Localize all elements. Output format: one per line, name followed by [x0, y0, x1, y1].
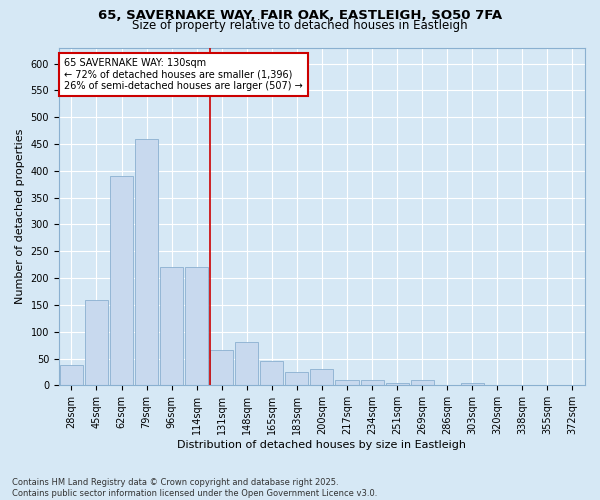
Bar	[135, 138, 158, 386]
Bar	[260, 361, 283, 386]
Y-axis label: Number of detached properties: Number of detached properties	[15, 128, 25, 304]
Bar	[386, 382, 409, 386]
Bar	[60, 365, 83, 386]
Text: 65, SAVERNAKE WAY, FAIR OAK, EASTLEIGH, SO50 7FA: 65, SAVERNAKE WAY, FAIR OAK, EASTLEIGH, …	[98, 9, 502, 22]
Text: 65 SAVERNAKE WAY: 130sqm
← 72% of detached houses are smaller (1,396)
26% of sem: 65 SAVERNAKE WAY: 130sqm ← 72% of detach…	[64, 58, 303, 91]
Bar	[361, 380, 383, 386]
Text: Size of property relative to detached houses in Eastleigh: Size of property relative to detached ho…	[132, 18, 468, 32]
Bar	[110, 176, 133, 386]
Text: Contains HM Land Registry data © Crown copyright and database right 2025.
Contai: Contains HM Land Registry data © Crown c…	[12, 478, 377, 498]
Bar	[286, 372, 308, 386]
Bar	[160, 268, 183, 386]
Bar	[185, 268, 208, 386]
Bar	[210, 350, 233, 386]
Bar	[235, 342, 259, 386]
Bar	[85, 300, 108, 386]
Bar	[335, 380, 359, 386]
Bar	[410, 380, 434, 386]
Bar	[310, 370, 334, 386]
Bar	[461, 382, 484, 386]
X-axis label: Distribution of detached houses by size in Eastleigh: Distribution of detached houses by size …	[178, 440, 466, 450]
